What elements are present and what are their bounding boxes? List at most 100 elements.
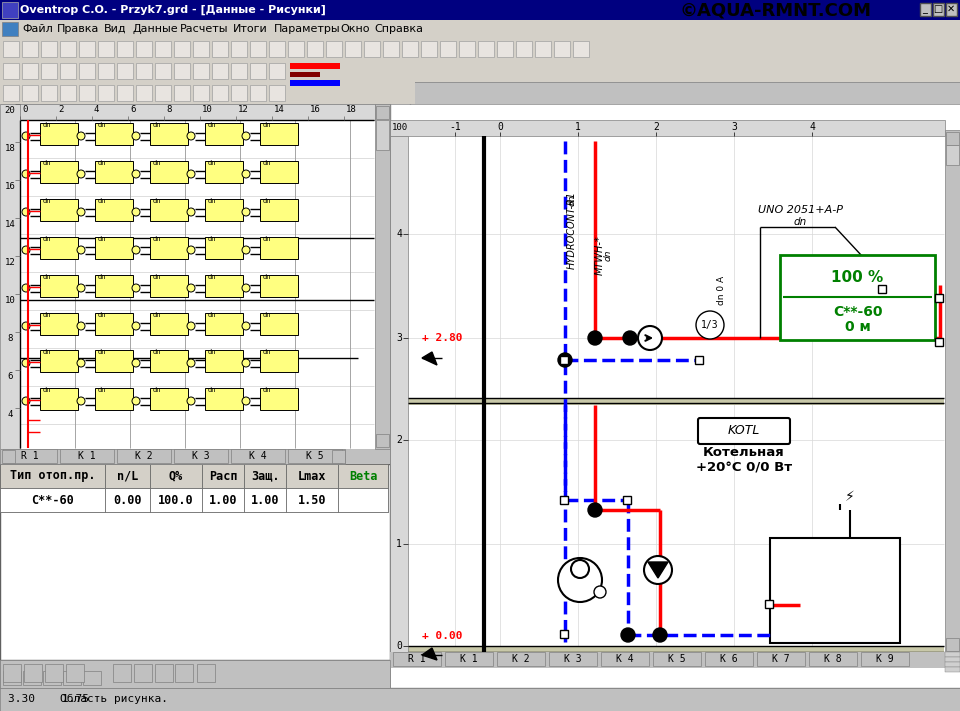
Text: Вид: Вид bbox=[104, 24, 127, 34]
Bar bbox=[653, 652, 701, 666]
Bar bbox=[150, 275, 188, 297]
Text: K 2: K 2 bbox=[513, 654, 530, 664]
Bar bbox=[0, 38, 960, 60]
Circle shape bbox=[77, 322, 85, 330]
Text: C**-60: C**-60 bbox=[31, 493, 74, 506]
Bar bbox=[24, 664, 42, 682]
Text: dn: dn bbox=[153, 160, 161, 166]
Text: K 5: K 5 bbox=[668, 654, 685, 664]
Bar bbox=[150, 488, 202, 512]
Text: 1: 1 bbox=[575, 122, 581, 132]
Text: -1: -1 bbox=[449, 122, 461, 132]
Circle shape bbox=[132, 170, 140, 178]
Circle shape bbox=[132, 397, 140, 405]
Circle shape bbox=[696, 311, 724, 339]
Text: MTWH-*: MTWH-* bbox=[595, 235, 605, 275]
Bar bbox=[22, 41, 38, 57]
Text: dn: dn bbox=[208, 274, 217, 280]
Bar bbox=[375, 104, 390, 449]
Text: 0 м: 0 м bbox=[845, 320, 871, 334]
Bar bbox=[695, 356, 703, 364]
Text: K 6: K 6 bbox=[720, 654, 738, 664]
Bar bbox=[0, 488, 388, 512]
Bar bbox=[174, 449, 228, 463]
Bar bbox=[402, 41, 418, 57]
Bar bbox=[117, 449, 171, 463]
Text: 0: 0 bbox=[22, 105, 28, 114]
Circle shape bbox=[242, 208, 250, 216]
Bar bbox=[260, 313, 298, 335]
Text: 16: 16 bbox=[5, 182, 15, 191]
Circle shape bbox=[77, 170, 85, 178]
Bar bbox=[516, 41, 532, 57]
Text: ✕: ✕ bbox=[947, 4, 955, 14]
Text: dn: dn bbox=[98, 122, 107, 128]
Text: 1/3: 1/3 bbox=[701, 320, 719, 330]
Bar bbox=[231, 41, 247, 57]
Text: dn: dn bbox=[43, 236, 52, 242]
Text: dn: dn bbox=[43, 349, 52, 355]
Bar bbox=[0, 688, 960, 711]
Bar bbox=[41, 85, 57, 101]
Text: dn: dn bbox=[43, 122, 52, 128]
Text: + 0.00: + 0.00 bbox=[422, 631, 463, 641]
Circle shape bbox=[571, 560, 589, 578]
Bar bbox=[945, 657, 960, 662]
Bar bbox=[60, 449, 114, 463]
Circle shape bbox=[588, 503, 602, 517]
Text: 8: 8 bbox=[8, 334, 12, 343]
Bar bbox=[95, 237, 133, 259]
Bar bbox=[269, 85, 285, 101]
Bar bbox=[364, 41, 380, 57]
Bar bbox=[946, 132, 959, 145]
Text: 0: 0 bbox=[497, 122, 503, 132]
Circle shape bbox=[187, 322, 195, 330]
Bar bbox=[250, 41, 266, 57]
Text: R 1: R 1 bbox=[21, 451, 38, 461]
Text: dn: dn bbox=[208, 122, 217, 128]
Text: dn: dn bbox=[98, 160, 107, 166]
Text: dn: dn bbox=[98, 198, 107, 204]
Bar bbox=[0, 449, 345, 464]
Text: 100 %: 100 % bbox=[831, 270, 883, 286]
Circle shape bbox=[653, 628, 667, 642]
Circle shape bbox=[242, 284, 250, 292]
Text: dn: dn bbox=[153, 312, 161, 318]
Bar bbox=[150, 199, 188, 221]
Circle shape bbox=[77, 284, 85, 292]
Bar bbox=[231, 449, 285, 463]
Bar bbox=[155, 85, 171, 101]
Text: R 1: R 1 bbox=[408, 654, 426, 664]
Text: 14: 14 bbox=[5, 220, 15, 229]
Circle shape bbox=[242, 359, 250, 367]
Polygon shape bbox=[648, 562, 668, 578]
Bar bbox=[205, 123, 243, 145]
Bar bbox=[95, 199, 133, 221]
Text: 10: 10 bbox=[202, 105, 213, 114]
Bar bbox=[2, 450, 15, 463]
Text: dn: dn bbox=[208, 349, 217, 355]
Text: Итоги: Итоги bbox=[233, 24, 268, 34]
Bar bbox=[945, 662, 960, 667]
Bar bbox=[193, 41, 209, 57]
Text: 16: 16 bbox=[310, 105, 321, 114]
Text: 1.00: 1.00 bbox=[208, 493, 237, 506]
Bar bbox=[155, 41, 171, 57]
Bar bbox=[150, 313, 188, 335]
Bar bbox=[393, 652, 441, 666]
Text: 100: 100 bbox=[392, 124, 408, 132]
Text: dn: dn bbox=[208, 236, 217, 242]
Text: K 4: K 4 bbox=[616, 654, 634, 664]
Text: 4: 4 bbox=[94, 105, 100, 114]
Bar bbox=[549, 652, 597, 666]
Text: 18: 18 bbox=[5, 144, 15, 153]
Text: dn: dn bbox=[43, 274, 52, 280]
Bar bbox=[205, 313, 243, 335]
Bar bbox=[2, 2, 18, 18]
Text: dn: dn bbox=[153, 236, 161, 242]
Bar bbox=[0, 449, 390, 464]
Bar bbox=[205, 161, 243, 183]
Text: Окно: Окно bbox=[340, 24, 370, 34]
Bar bbox=[150, 161, 188, 183]
Bar bbox=[560, 496, 568, 504]
